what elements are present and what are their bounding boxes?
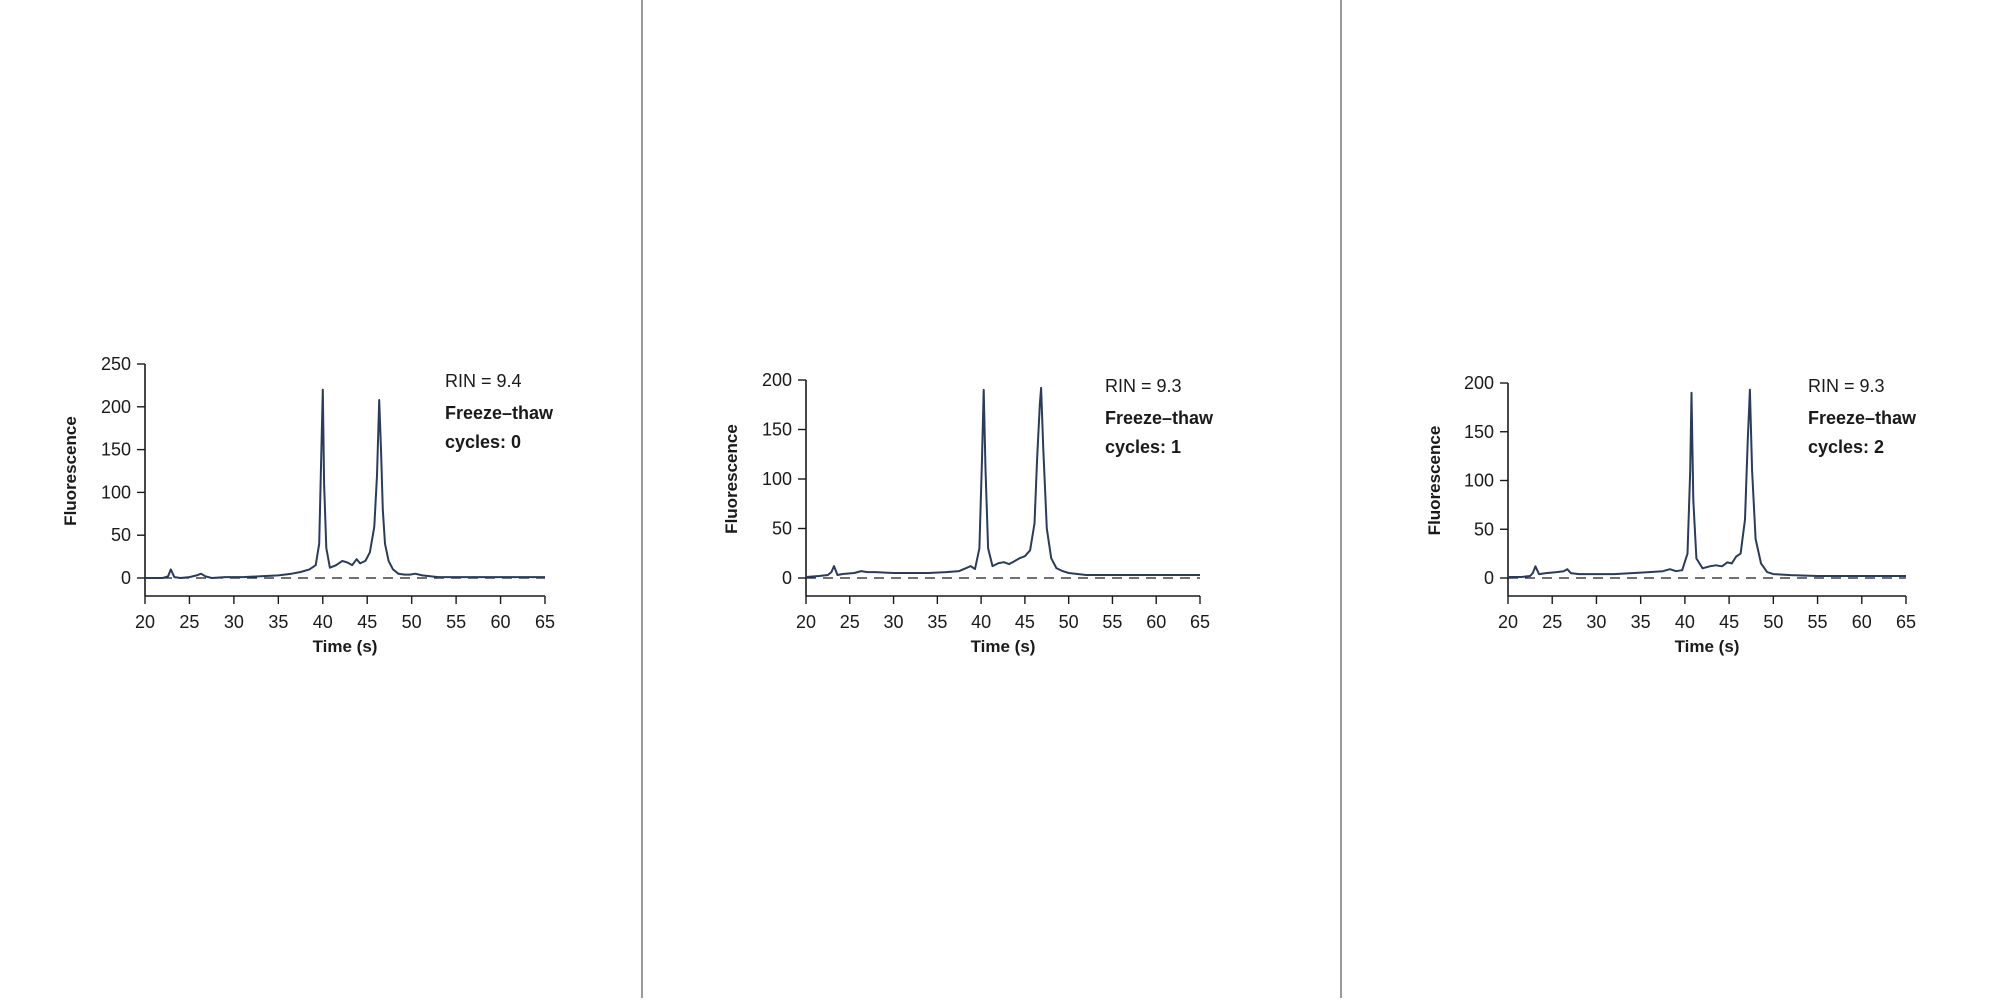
x-tick-label: 60 <box>1146 612 1166 632</box>
freeze-thaw-annotation: cycles: 2 <box>1808 437 1884 457</box>
x-tick-label: 20 <box>135 612 155 632</box>
rin-annotation: RIN = 9.4 <box>445 371 522 391</box>
chart-panel-2: 0 50 100 150 200 20 25 30 35 40 45 50 55 60 65 Fluoresc… <box>643 0 1340 998</box>
x-tick-label: 30 <box>224 612 244 632</box>
x-axis-title: Time (s) <box>313 637 378 656</box>
chart-panel-3: 0 50 100 150 200 20 25 30 35 40 45 50 55 60 65 Fluoresc… <box>1342 0 2000 998</box>
x-tick-label: 25 <box>179 612 199 632</box>
freeze-thaw-annotation: Freeze–thaw <box>1808 408 1917 428</box>
x-tick-label: 45 <box>357 612 377 632</box>
y-tick-label: 250 <box>101 354 131 374</box>
x-tick-label: 20 <box>796 612 816 632</box>
y-tick-label: 0 <box>121 568 131 588</box>
y-tick-label: 100 <box>1464 471 1494 491</box>
chart-3: 0 50 100 150 200 20 25 30 35 40 45 50 55 60 65 Fluoresc… <box>1425 373 1917 656</box>
x-tick-label: 60 <box>491 612 511 632</box>
x-tick-label: 30 <box>1586 612 1606 632</box>
x-tick-label: 20 <box>1498 612 1518 632</box>
x-tick-label: 25 <box>1542 612 1562 632</box>
y-tick-label: 150 <box>101 440 131 460</box>
x-tick-label: 55 <box>1808 612 1828 632</box>
x-tick-label: 50 <box>1763 612 1783 632</box>
x-tick-label: 35 <box>268 612 288 632</box>
x-tick-label: 65 <box>1896 612 1916 632</box>
y-tick-label: 50 <box>772 519 792 539</box>
x-tick-label: 35 <box>927 612 947 632</box>
x-tick-label: 35 <box>1631 612 1651 632</box>
y-tick-label: 100 <box>101 482 131 502</box>
x-tick-label: 55 <box>1102 612 1122 632</box>
electropherogram-trace <box>1508 388 1906 578</box>
x-axis-title: Time (s) <box>1675 637 1740 656</box>
y-axis-title: Fluorescence <box>61 416 80 526</box>
x-tick-label: 40 <box>971 612 991 632</box>
x-tick-label: 40 <box>313 612 333 632</box>
y-tick-label: 100 <box>762 469 792 489</box>
y-tick-label: 200 <box>762 370 792 390</box>
x-tick-label: 40 <box>1675 612 1695 632</box>
x-tick-label: 60 <box>1852 612 1872 632</box>
y-tick-label: 150 <box>762 420 792 440</box>
x-tick-label: 50 <box>402 612 422 632</box>
chart-2: 0 50 100 150 200 20 25 30 35 40 45 50 55 60 65 Fluoresc… <box>722 370 1214 656</box>
y-tick-label: 200 <box>1464 373 1494 393</box>
y-tick-label: 0 <box>1484 568 1494 588</box>
rin-annotation: RIN = 9.3 <box>1808 376 1885 396</box>
chart-1: 0 50 100 150 200 250 20 25 30 35 40 45 50 55 60 65 Fluor… <box>61 354 555 656</box>
y-tick-label: 200 <box>101 397 131 417</box>
panel-divider-2 <box>1340 0 1342 998</box>
x-axis-title: Time (s) <box>971 637 1036 656</box>
freeze-thaw-annotation: Freeze–thaw <box>445 403 554 423</box>
y-axis-title: Fluorescence <box>722 424 741 534</box>
freeze-thaw-annotation: Freeze–thaw <box>1105 408 1214 428</box>
y-tick-label: 50 <box>1474 519 1494 539</box>
y-tick-label: 0 <box>782 568 792 588</box>
x-tick-label: 50 <box>1059 612 1079 632</box>
electropherogram-trace <box>805 386 1200 578</box>
x-tick-label: 30 <box>884 612 904 632</box>
x-tick-label: 65 <box>1190 612 1210 632</box>
panel-divider-1 <box>641 0 643 998</box>
y-axis-title: Fluorescence <box>1425 426 1444 536</box>
x-tick-label: 65 <box>535 612 555 632</box>
chart-panel-1: 0 50 100 150 200 250 20 25 30 35 40 45 50 55 60 65 Fluor… <box>0 0 641 998</box>
freeze-thaw-annotation: cycles: 1 <box>1105 437 1181 457</box>
electropherogram-trace <box>145 388 545 579</box>
y-tick-label: 150 <box>1464 422 1494 442</box>
rin-annotation: RIN = 9.3 <box>1105 376 1182 396</box>
x-tick-label: 45 <box>1719 612 1739 632</box>
y-tick-label: 50 <box>111 525 131 545</box>
freeze-thaw-annotation: cycles: 0 <box>445 432 521 452</box>
x-tick-label: 45 <box>1015 612 1035 632</box>
x-tick-label: 25 <box>840 612 860 632</box>
x-tick-label: 55 <box>446 612 466 632</box>
